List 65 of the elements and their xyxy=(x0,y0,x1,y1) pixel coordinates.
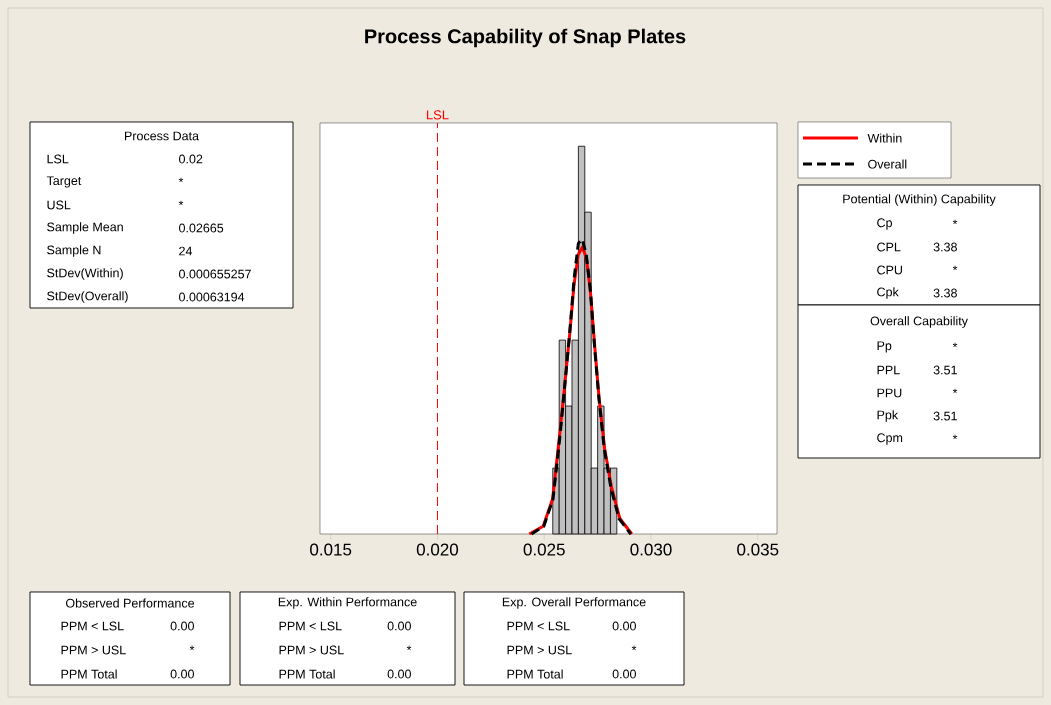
text: 0.02665 xyxy=(179,223,224,233)
text: PPM < LSL xyxy=(61,621,124,631)
text: * xyxy=(406,645,412,651)
text: 0.00 xyxy=(612,669,636,679)
text: Exp. Within Performance xyxy=(278,597,417,609)
text: * xyxy=(952,388,958,394)
text: Sample Mean xyxy=(47,222,123,234)
text: 3.38 xyxy=(933,288,957,298)
text: 3.38 xyxy=(933,242,957,252)
text: Cpk xyxy=(877,287,899,299)
text: Target xyxy=(46,176,82,188)
text: * xyxy=(189,645,195,651)
text: PPM < LSL xyxy=(279,621,342,631)
text: 3.51 xyxy=(933,411,957,421)
x-tick-label: 0.020 xyxy=(416,543,459,556)
text: 24 xyxy=(179,246,193,256)
text: CPU xyxy=(877,265,902,275)
text: 0.00 xyxy=(387,669,411,679)
text: PPM > USL xyxy=(507,645,572,655)
text: Sample N xyxy=(47,245,101,257)
text: * xyxy=(631,645,637,651)
text: 0.00063194 xyxy=(179,292,245,302)
text: 0.00 xyxy=(612,621,636,631)
text: 0.00 xyxy=(387,621,411,631)
text: 0.00 xyxy=(170,669,194,679)
text: PPM Total xyxy=(61,669,117,679)
text: StDev(Overall) xyxy=(47,291,128,303)
text: * xyxy=(178,177,184,183)
text: Potential (Within) Capability xyxy=(843,194,996,206)
text: PPL xyxy=(877,365,900,375)
text: Observed Performance xyxy=(65,598,195,608)
text: Process Data xyxy=(125,131,199,141)
text: PPM Total xyxy=(507,669,563,679)
text: PPM Total xyxy=(279,669,335,679)
text: USL xyxy=(47,200,71,210)
text: PPM > USL xyxy=(61,645,126,655)
legend-label: Overall xyxy=(868,159,907,169)
text: * xyxy=(952,342,958,348)
x-tick-label: 0.035 xyxy=(737,543,779,556)
text: Cpm xyxy=(877,433,903,445)
text: 0.02 xyxy=(179,154,203,164)
text: Pp xyxy=(877,341,892,353)
x-tick-label: 0.025 xyxy=(523,543,565,556)
text: PPM > USL xyxy=(279,645,344,655)
x-tick-label: 0.030 xyxy=(630,543,672,556)
text: PPM < LSL xyxy=(507,621,570,631)
text: 0.000655257 xyxy=(179,269,251,279)
chart-title: Process Capability of Snap Plates xyxy=(365,28,686,48)
text: * xyxy=(178,200,184,206)
text: StDev(Within) xyxy=(47,268,123,280)
text: Exp. Overall Performance xyxy=(502,597,646,609)
text: Cp xyxy=(877,218,892,230)
text: Overall Capability xyxy=(870,316,968,328)
text: * xyxy=(952,434,958,440)
text: Ppk xyxy=(877,410,899,422)
x-tick-label: 0.015 xyxy=(310,543,352,556)
text: 3.51 xyxy=(933,365,957,375)
text: PPU xyxy=(877,388,902,398)
legend-label: Within xyxy=(867,133,902,143)
text: LSL xyxy=(47,154,69,164)
text: CPL xyxy=(877,242,901,252)
ref-line-label: LSL xyxy=(426,110,449,120)
text: * xyxy=(952,219,958,225)
text: * xyxy=(952,265,958,271)
text: 0.00 xyxy=(170,621,194,631)
